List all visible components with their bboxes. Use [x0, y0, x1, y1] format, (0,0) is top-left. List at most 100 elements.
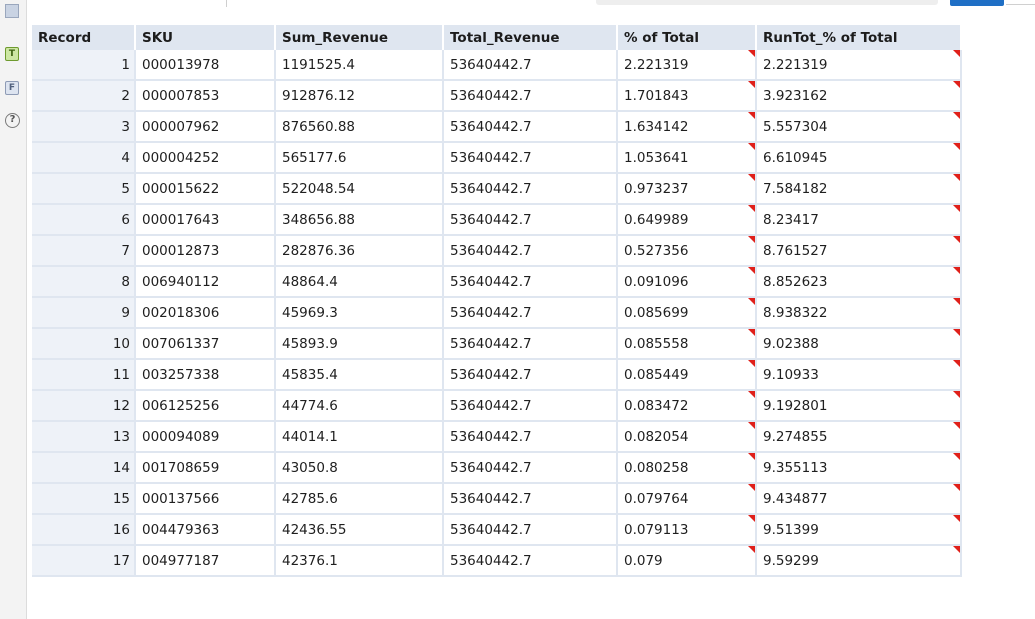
total-revenue-cell[interactable]: 53640442.7	[444, 143, 618, 174]
runtot-pct-cell[interactable]: 8.852623	[757, 267, 962, 298]
sum-revenue-cell[interactable]: 42376.1	[276, 546, 444, 577]
pct-of-total-cell[interactable]: 2.221319	[618, 50, 757, 81]
sum-revenue-cell[interactable]: 876560.88	[276, 112, 444, 143]
record-cell[interactable]: 15	[32, 484, 136, 515]
total-revenue-cell[interactable]: 53640442.7	[444, 360, 618, 391]
record-cell[interactable]: 5	[32, 174, 136, 205]
pct-of-total-cell[interactable]: 0.082054	[618, 422, 757, 453]
record-cell[interactable]: 13	[32, 422, 136, 453]
table-row[interactable]: 4 000004252 565177.6 53640442.7 1.053641 6.61…	[32, 143, 962, 174]
table-row[interactable]: 2 000007853 912876.12 53640442.7 1.701843 3.9…	[32, 81, 962, 112]
record-cell[interactable]: 14	[32, 453, 136, 484]
pct-of-total-cell[interactable]: 0.085558	[618, 329, 757, 360]
runtot-pct-cell[interactable]: 9.434877	[757, 484, 962, 515]
pct-of-total-cell[interactable]: 0.527356	[618, 236, 757, 267]
pct-of-total-cell[interactable]: 1.053641	[618, 143, 757, 174]
total-revenue-cell[interactable]: 53640442.7	[444, 422, 618, 453]
sum-revenue-cell[interactable]: 348656.88	[276, 205, 444, 236]
table-row[interactable]: 16 004479363 42436.55 53640442.7 0.079113 9.5…	[32, 515, 962, 546]
sku-cell[interactable]: 003257338	[136, 360, 276, 391]
pct-of-total-cell[interactable]: 1.634142	[618, 112, 757, 143]
total-revenue-cell[interactable]: 53640442.7	[444, 453, 618, 484]
runtot-pct-cell[interactable]: 5.557304	[757, 112, 962, 143]
record-cell[interactable]: 8	[32, 267, 136, 298]
record-cell[interactable]: 2	[32, 81, 136, 112]
col-header-pct-of-total[interactable]: % of Total	[618, 25, 757, 50]
f-tool-icon[interactable]: F	[5, 81, 19, 95]
table-row[interactable]: 1 000013978 1191525.4 53640442.7 2.221319 2.2…	[32, 50, 962, 81]
total-revenue-cell[interactable]: 53640442.7	[444, 484, 618, 515]
sum-revenue-cell[interactable]: 45969.3	[276, 298, 444, 329]
results-grid[interactable]: Record SKU Sum_Revenue Total_Revenue % o…	[32, 25, 963, 619]
record-cell[interactable]: 7	[32, 236, 136, 267]
record-cell[interactable]: 10	[32, 329, 136, 360]
record-cell[interactable]: 17	[32, 546, 136, 577]
sku-cell[interactable]: 004479363	[136, 515, 276, 546]
pct-of-total-cell[interactable]: 0.091096	[618, 267, 757, 298]
pct-of-total-cell[interactable]: 0.083472	[618, 391, 757, 422]
table-row[interactable]: 3 000007962 876560.88 53640442.7 1.634142 5.5…	[32, 112, 962, 143]
col-header-sum-revenue[interactable]: Sum_Revenue	[276, 25, 444, 50]
table-row[interactable]: 9 002018306 45969.3 53640442.7 0.085699 8.938…	[32, 298, 962, 329]
record-cell[interactable]: 1	[32, 50, 136, 81]
col-header-total-revenue[interactable]: Total_Revenue	[444, 25, 618, 50]
sku-cell[interactable]: 000007962	[136, 112, 276, 143]
runtot-pct-cell[interactable]: 8.938322	[757, 298, 962, 329]
total-revenue-cell[interactable]: 53640442.7	[444, 267, 618, 298]
sku-cell[interactable]: 002018306	[136, 298, 276, 329]
record-cell[interactable]: 4	[32, 143, 136, 174]
total-revenue-cell[interactable]: 53640442.7	[444, 174, 618, 205]
sum-revenue-cell[interactable]: 42436.55	[276, 515, 444, 546]
sku-cell[interactable]: 000012873	[136, 236, 276, 267]
runtot-pct-cell[interactable]: 9.51399	[757, 515, 962, 546]
total-revenue-cell[interactable]: 53640442.7	[444, 81, 618, 112]
sum-revenue-cell[interactable]: 45835.4	[276, 360, 444, 391]
sum-revenue-cell[interactable]: 565177.6	[276, 143, 444, 174]
sku-cell[interactable]: 000013978	[136, 50, 276, 81]
table-row[interactable]: 5 000015622 522048.54 53640442.7 0.973237 7.5…	[32, 174, 962, 205]
sku-cell[interactable]: 000137566	[136, 484, 276, 515]
toolbar-search-input[interactable]	[596, 0, 938, 5]
total-revenue-cell[interactable]: 53640442.7	[444, 236, 618, 267]
sum-revenue-cell[interactable]: 44774.6	[276, 391, 444, 422]
sku-cell[interactable]: 006940112	[136, 267, 276, 298]
pct-of-total-cell[interactable]: 0.079	[618, 546, 757, 577]
sum-revenue-cell[interactable]: 42785.6	[276, 484, 444, 515]
runtot-pct-cell[interactable]: 6.610945	[757, 143, 962, 174]
record-cell[interactable]: 3	[32, 112, 136, 143]
table-row[interactable]: 17 004977187 42376.1 53640442.7 0.079 9.59299	[32, 546, 962, 577]
sum-revenue-cell[interactable]: 45893.9	[276, 329, 444, 360]
col-header-record[interactable]: Record	[32, 25, 136, 50]
runtot-pct-cell[interactable]: 9.02388	[757, 329, 962, 360]
record-cell[interactable]: 16	[32, 515, 136, 546]
sum-revenue-cell[interactable]: 912876.12	[276, 81, 444, 112]
sum-revenue-cell[interactable]: 43050.8	[276, 453, 444, 484]
toolbar-dropdown[interactable]	[200, 0, 227, 7]
runtot-pct-cell[interactable]: 9.10933	[757, 360, 962, 391]
record-cell[interactable]: 11	[32, 360, 136, 391]
table-row[interactable]: 15 000137566 42785.6 53640442.7 0.079764 9.43…	[32, 484, 962, 515]
sku-cell[interactable]: 000007853	[136, 81, 276, 112]
total-revenue-cell[interactable]: 53640442.7	[444, 391, 618, 422]
table-icon[interactable]	[5, 4, 19, 18]
table-row[interactable]: 10 007061337 45893.9 53640442.7 0.085558 9.02…	[32, 329, 962, 360]
pct-of-total-cell[interactable]: 0.973237	[618, 174, 757, 205]
total-revenue-cell[interactable]: 53640442.7	[444, 546, 618, 577]
sku-cell[interactable]: 006125256	[136, 391, 276, 422]
runtot-pct-cell[interactable]: 9.355113	[757, 453, 962, 484]
sku-cell[interactable]: 000015622	[136, 174, 276, 205]
pct-of-total-cell[interactable]: 0.079113	[618, 515, 757, 546]
pct-of-total-cell[interactable]: 0.649989	[618, 205, 757, 236]
total-revenue-cell[interactable]: 53640442.7	[444, 205, 618, 236]
pct-of-total-cell[interactable]: 1.701843	[618, 81, 757, 112]
total-revenue-cell[interactable]: 53640442.7	[444, 298, 618, 329]
sku-cell[interactable]: 000094089	[136, 422, 276, 453]
runtot-pct-cell[interactable]: 2.221319	[757, 50, 962, 81]
table-row[interactable]: 8 006940112 48864.4 53640442.7 0.091096 8.852…	[32, 267, 962, 298]
table-row[interactable]: 14 001708659 43050.8 53640442.7 0.080258 9.35…	[32, 453, 962, 484]
table-row[interactable]: 12 006125256 44774.6 53640442.7 0.083472 9.19…	[32, 391, 962, 422]
pct-of-total-cell[interactable]: 0.085699	[618, 298, 757, 329]
sku-cell[interactable]: 000017643	[136, 205, 276, 236]
sku-cell[interactable]: 001708659	[136, 453, 276, 484]
record-cell[interactable]: 12	[32, 391, 136, 422]
